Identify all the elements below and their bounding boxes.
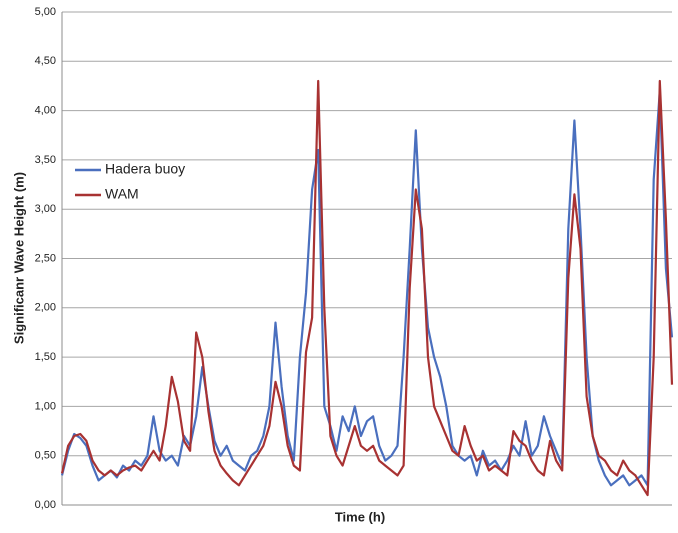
y-tick-label: 3,00 <box>35 203 56 215</box>
legend-label: Hadera buoy <box>105 161 185 177</box>
y-tick-label: 1,50 <box>35 351 56 363</box>
y-axis-label: Significanr Wave Height (m) <box>11 172 26 344</box>
y-tick-label: 1,00 <box>35 400 56 412</box>
y-tick-label: 0,50 <box>35 450 56 462</box>
series-line <box>60 79 674 497</box>
y-tick-label: 2,00 <box>35 302 56 314</box>
series-line <box>60 89 674 487</box>
y-tick-label: 3,50 <box>35 154 56 166</box>
y-tick-label: 4,00 <box>35 105 56 117</box>
y-tick-label: 5,00 <box>35 6 56 18</box>
legend-label: WAM <box>105 186 139 202</box>
x-axis-label: Time (h) <box>335 509 385 524</box>
y-tick-label: 0,00 <box>35 499 56 511</box>
y-tick-label: 2,50 <box>35 252 56 264</box>
y-tick-label: 4,50 <box>35 55 56 67</box>
